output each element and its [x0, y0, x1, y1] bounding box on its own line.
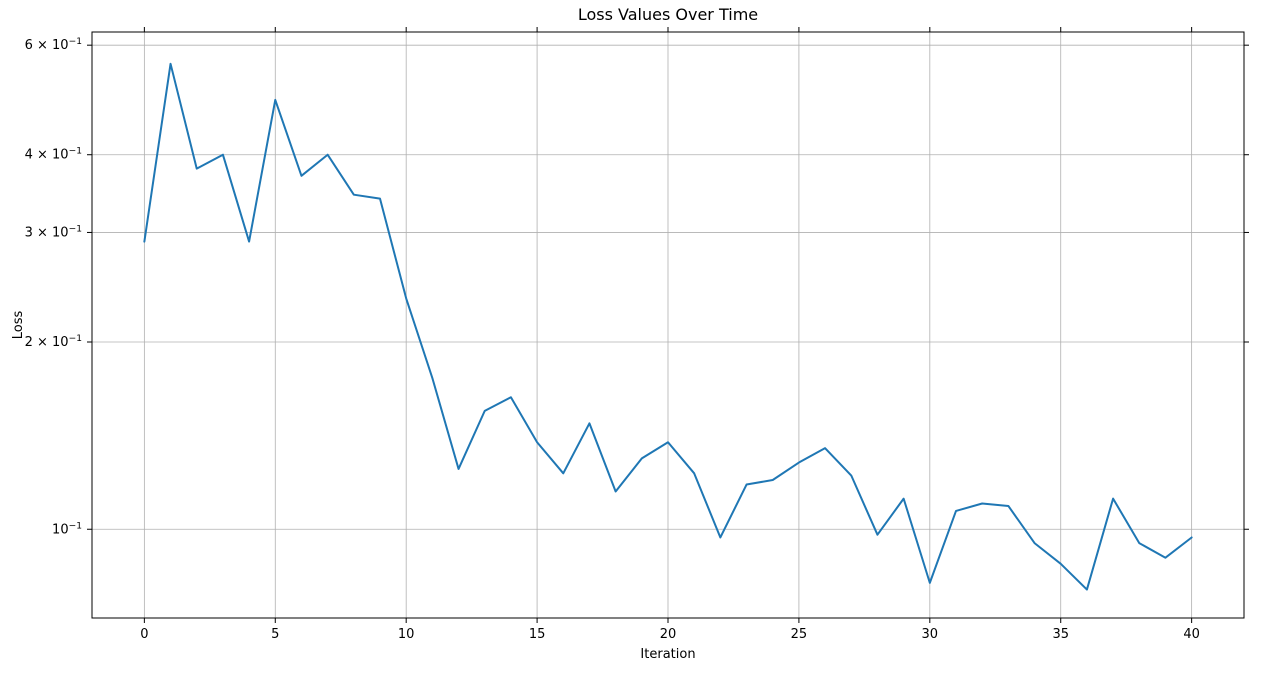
x-tick-label: 25 [791, 627, 808, 642]
x-tick-label: 35 [1052, 627, 1069, 642]
x-tick-label: 30 [922, 627, 939, 642]
x-tick-label: 40 [1183, 627, 1200, 642]
x-axis-label: Iteration [640, 647, 695, 662]
chart-title: Loss Values Over Time [578, 5, 758, 24]
x-tick-label: 20 [660, 627, 677, 642]
x-tick-label: 0 [140, 627, 148, 642]
loss-chart: 051015202530354010−12 × 10−13 × 10−14 × … [0, 0, 1267, 681]
x-tick-label: 15 [529, 627, 546, 642]
x-tick-label: 5 [271, 627, 279, 642]
x-tick-label: 10 [398, 627, 415, 642]
y-axis-label: Loss [11, 311, 26, 340]
chart-svg: 051015202530354010−12 × 10−13 × 10−14 × … [0, 0, 1267, 681]
